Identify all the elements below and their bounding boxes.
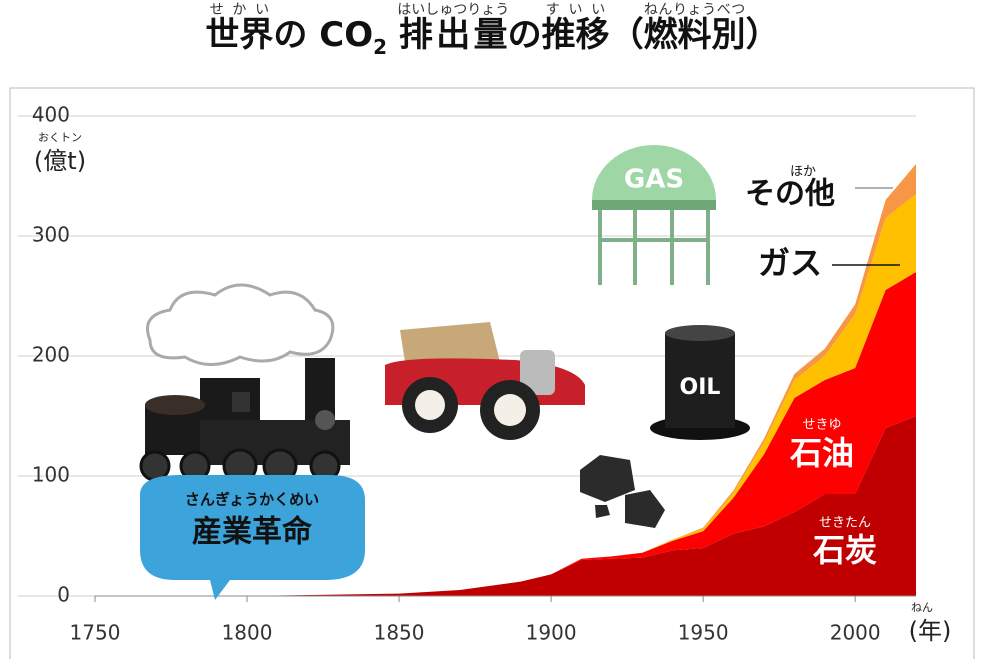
y-tick-label: 0 (57, 583, 70, 607)
title-ruby: 燃料別ねんりょうべつ (643, 2, 746, 55)
y-axis-ruby: おくトン (38, 131, 82, 144)
ruby-text: すいい (541, 2, 610, 18)
x-tick-label: 1850 (374, 621, 425, 645)
x-tick-label: 1950 (678, 621, 729, 645)
x-tick-label: 2000 (830, 621, 881, 645)
series-label: その他 (745, 177, 835, 212)
title-ruby: 推移すいい (541, 2, 610, 55)
title-subscript: 2 (373, 34, 388, 59)
speech-bubble (140, 475, 365, 600)
x-tick-label: 1750 (70, 621, 121, 645)
title-text: 世界 (205, 15, 274, 55)
chart-title: 世界せかいの CO2 排出量はいしゅつりょうの推移すいい（燃料別ねんりょうべつ） (0, 2, 985, 59)
title-text: （ (609, 15, 644, 55)
title-text: の (507, 15, 542, 55)
title-text: CO (319, 15, 374, 55)
title-ruby: 排出量はいしゅつりょう (397, 2, 510, 55)
bubble-text: 産業革命 (192, 515, 313, 550)
y-tick-label: 300 (32, 223, 70, 247)
y-tick-label: 100 (32, 463, 70, 487)
title-text: ） (745, 15, 780, 55)
title-text: 排出量 (397, 15, 510, 55)
x-tick-label: 1900 (526, 621, 577, 645)
gas-tank (592, 145, 716, 285)
train (139, 283, 350, 484)
x-tick-label: 1800 (222, 621, 273, 645)
x-axis-ruby: ねん (911, 601, 933, 614)
title-text: 燃料別 (643, 15, 746, 55)
bubble-ruby: さんぎょうかくめい (185, 491, 319, 509)
barrel-text: OIL (680, 375, 721, 400)
series-label: 石炭 (812, 531, 877, 569)
y-tick-label: 200 (32, 343, 70, 367)
ruby-text: せかい (205, 2, 274, 18)
oil-barrel (650, 325, 750, 440)
title-ruby: 世界せかい (205, 2, 274, 55)
ruby-text: ねんりょうべつ (643, 2, 746, 18)
x-axis-label: (年) (909, 617, 952, 645)
y-tick-label: 400 (32, 103, 70, 127)
series-ruby: ほか (790, 165, 816, 180)
title-text: 推移 (541, 15, 610, 55)
area (95, 416, 916, 596)
title-text: の (273, 15, 320, 55)
frame (9, 87, 975, 659)
series-label: 石油 (789, 434, 854, 472)
ruby-text: はいしゅつりょう (397, 2, 510, 18)
car (385, 322, 585, 440)
coal-lumps (580, 455, 665, 528)
series-ruby: せきゆ (802, 418, 841, 433)
series-label: ガス (758, 244, 822, 282)
tank-text: GAS (624, 165, 684, 195)
series-ruby: せきたん (819, 516, 871, 531)
y-axis-label: (億t) (34, 147, 86, 175)
